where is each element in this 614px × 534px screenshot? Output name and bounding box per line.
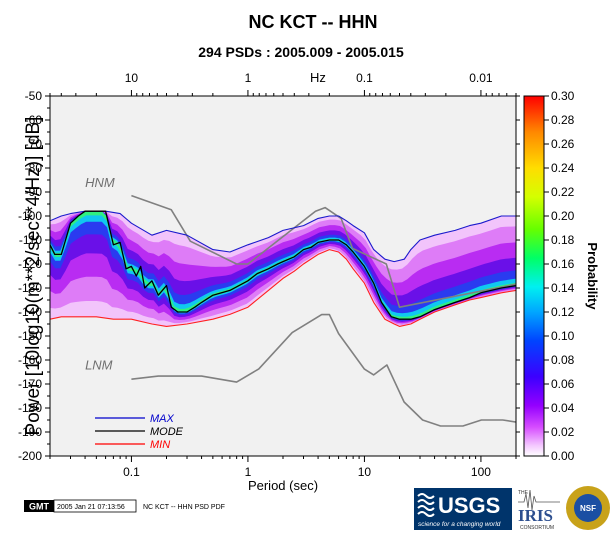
y-tick-label: -50 <box>25 89 43 103</box>
colorbar-tick-label: 0.16 <box>551 257 575 271</box>
gmt-badge <box>24 500 54 512</box>
y-tick-label: -130 <box>18 281 42 295</box>
usgs-wordmark: USGS <box>438 493 500 518</box>
y-tick-label: -100 <box>18 209 42 223</box>
max-line <box>50 210 516 263</box>
gmt-badge-text: GMT <box>29 502 49 512</box>
top-axis-unit: Hz <box>310 70 326 85</box>
legend-min-label: MIN <box>150 439 170 451</box>
iris-wordmark: IRIS <box>518 506 553 525</box>
colorbar-tick-label: 0.12 <box>551 305 575 319</box>
lnm-line <box>131 313 516 427</box>
y-tick-label: -80 <box>25 161 43 175</box>
y-tick-label: -90 <box>25 185 43 199</box>
iris-the: THE <box>518 490 529 496</box>
probability-density <box>50 211 516 327</box>
nsf-wordmark: NSF <box>580 504 596 513</box>
y-tick-label: -120 <box>18 257 42 271</box>
top-tick-label: 10 <box>125 71 139 85</box>
y-axis-label: Power [10log10(m**2/sec**4/Hz)] [dB] <box>23 117 44 436</box>
colorbar-tick-label: 0.02 <box>551 425 575 439</box>
gmt-stamp: GMT 2005 Jan 21 07:13:56 <box>24 499 137 513</box>
nsf-logo: NSF <box>566 486 610 530</box>
x-axis: 0.1 1 10 100 <box>49 456 517 479</box>
colorbar-tick-label: 0.00 <box>551 449 575 463</box>
min-line <box>50 249 516 327</box>
colorbar-tick-label: 0.08 <box>551 353 575 367</box>
legend-max-label: MAX <box>150 413 175 425</box>
top-tick-label: 1 <box>245 71 252 85</box>
x-tick-label: 1 <box>245 465 252 479</box>
usgs-logo: USGS science for a changing world <box>414 488 512 530</box>
y-tick-label: -160 <box>18 353 42 367</box>
usgs-tagline: science for a changing world <box>418 521 501 528</box>
colorbar-tick-label: 0.26 <box>551 137 575 151</box>
colorbar-tick-label: 0.20 <box>551 209 575 223</box>
colorbar-tick-label: 0.30 <box>551 89 575 103</box>
top-axis: 10 1 0.1 0.01 <box>49 71 517 96</box>
lnm-annotation: LNM <box>85 358 113 373</box>
legend-mode-label: MODE <box>150 426 184 438</box>
y-tick-label: -60 <box>25 113 43 127</box>
y-tick-label: -180 <box>18 401 42 415</box>
iris-consortium: CONSORTIUM <box>520 525 554 531</box>
x-axis-label: Period (sec) <box>248 478 318 493</box>
x-tick-label: 10 <box>358 465 372 479</box>
y-tick-label: -150 <box>18 329 42 343</box>
hnm-line <box>131 194 516 309</box>
colorbar-tick-label: 0.22 <box>551 185 575 199</box>
y-tick-label: -110 <box>19 233 42 247</box>
timestamp-box <box>53 499 137 513</box>
y-tick-label: -70 <box>25 137 43 151</box>
colorbar-label: Probability <box>585 242 600 310</box>
colorbar-tick-label: 0.28 <box>551 113 575 127</box>
colorbar-tick-label: 0.24 <box>551 161 575 175</box>
colorbar-tick-label: 0.18 <box>551 233 575 247</box>
y-tick-label: -140 <box>18 305 42 319</box>
timestamp: 2005 Jan 21 07:13:56 <box>57 504 125 511</box>
colorbar <box>523 95 545 457</box>
y-tick-label: -190 <box>18 425 42 439</box>
chart-subtitle: 294 PSDs : 2005.009 - 2005.015 <box>198 44 404 60</box>
top-tick-label: 0.1 <box>356 71 373 85</box>
footer-caption: NC KCT -- HHN PSD PDF <box>143 504 225 511</box>
psd-lines <box>50 194 516 427</box>
nsf-seal-inner <box>574 494 602 522</box>
y-tick-label: -170 <box>18 377 42 391</box>
hnm-annotation: HNM <box>85 175 115 190</box>
legend: MAX MODE MIN <box>95 413 184 451</box>
usgs-waves-icon <box>417 493 435 517</box>
colorbar-tick-label: 0.10 <box>551 329 575 343</box>
density-band-green <box>50 211 516 320</box>
mode-line <box>50 210 516 320</box>
seismogram-icon <box>518 489 560 511</box>
colorbar-tick-label: 0.04 <box>551 401 575 415</box>
top-tick-label: 0.01 <box>469 71 493 85</box>
iris-logo: THE IRIS CONSORTIUM <box>518 489 560 531</box>
chart-title: NC KCT -- HHN <box>249 12 378 32</box>
x-tick-label: 100 <box>471 465 491 479</box>
x-tick-label: 0.1 <box>123 465 140 479</box>
y-axis: -50 -60 -70 -80 -90 -100 -110 -120 -130 -140 -150 -… <box>18 89 520 463</box>
y-tick-label: -200 <box>18 449 42 463</box>
colorbar-tick-label: 0.14 <box>551 281 575 295</box>
colorbar-ticks: 0.00 0.02 0.04 0.06 0.08 0.10 0.12 0.14 0.16 0.18… <box>544 89 575 463</box>
colorbar-tick-label: 0.06 <box>551 377 575 391</box>
